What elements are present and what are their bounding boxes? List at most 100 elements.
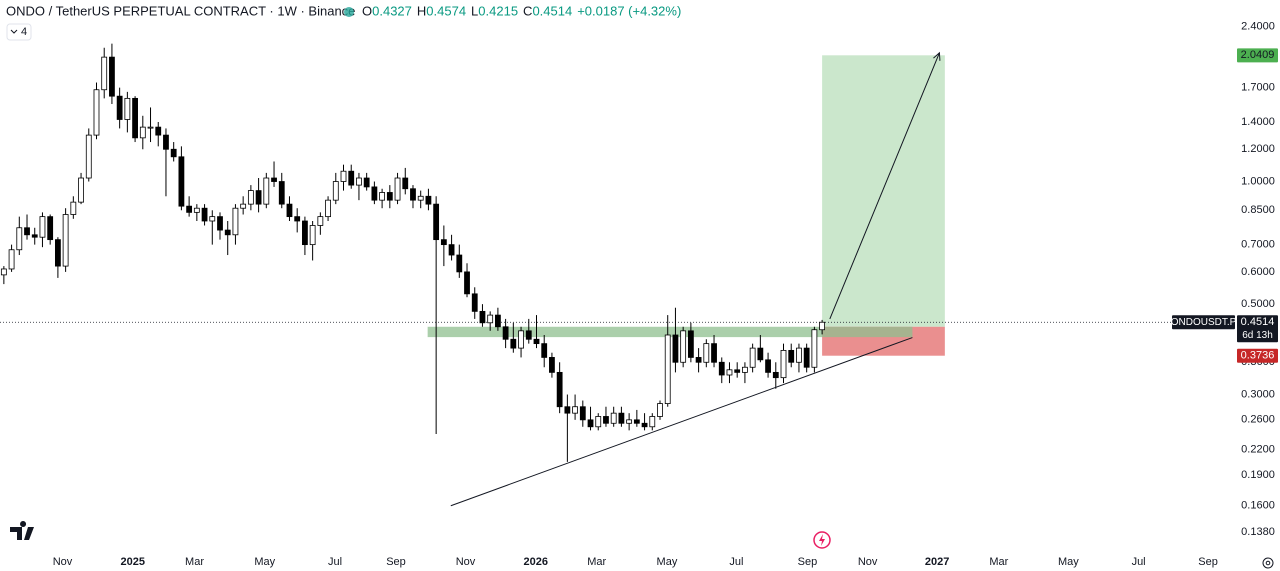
candle-body xyxy=(85,134,92,179)
ohlc-value: 0.4215 xyxy=(478,3,518,18)
x-tick-label: Nov xyxy=(456,556,476,568)
ohlc-value: 0.4574 xyxy=(426,3,466,18)
chevron-icon xyxy=(10,29,18,34)
candle-body xyxy=(193,207,200,213)
y-tick-label: 1.2000 xyxy=(1241,143,1275,155)
candle-body xyxy=(201,207,208,222)
last-price-box xyxy=(1237,315,1278,343)
y-tick-label: 0.3000 xyxy=(1241,388,1275,400)
last-price-text: 0.4514 xyxy=(1241,316,1275,328)
candle-body xyxy=(271,177,277,182)
stop-label-box xyxy=(1237,348,1278,363)
x-tick-label: Sep xyxy=(798,556,818,568)
support-zone xyxy=(427,326,913,338)
candle-body xyxy=(587,419,594,428)
candle-body xyxy=(433,203,440,241)
candle-body xyxy=(811,329,818,368)
candle-body xyxy=(765,359,771,373)
candle-body xyxy=(109,56,115,97)
candle-body xyxy=(711,343,717,363)
candle-body xyxy=(132,97,138,139)
change: +0.0187 (+4.32%) xyxy=(577,3,681,18)
x-tick-label: Mar xyxy=(989,556,1008,568)
target-label-text: 2.0409 xyxy=(1241,49,1275,61)
candle-body xyxy=(186,205,193,213)
candle-body xyxy=(255,190,262,205)
x-tick-label: Mar xyxy=(185,556,204,568)
candle-body xyxy=(471,293,478,312)
candle-body xyxy=(224,229,231,236)
candle-body xyxy=(62,214,69,267)
ohlc-key: H xyxy=(417,3,426,18)
candle-body xyxy=(116,95,123,120)
candle-body xyxy=(464,271,470,295)
x-tick-label: Sep xyxy=(1198,556,1218,568)
candle-body xyxy=(31,234,38,238)
candle-body xyxy=(402,177,409,190)
candle-body xyxy=(456,254,463,273)
logo-shape xyxy=(10,521,34,540)
candle-body xyxy=(510,338,517,349)
x-tick-label: Sep xyxy=(386,556,406,568)
candle-body xyxy=(487,314,494,324)
indicator-toggle[interactable] xyxy=(6,23,32,41)
countdown: 6d 13h xyxy=(1242,330,1273,341)
y-tick-label: 0.1600 xyxy=(1241,500,1275,512)
ohlc-value: 0.4327 xyxy=(372,3,412,18)
candle-body xyxy=(16,227,23,251)
candle-body xyxy=(286,203,293,218)
y-tick-label: 0.8500 xyxy=(1241,204,1275,216)
candle-body xyxy=(124,97,131,120)
candle-body xyxy=(139,126,146,139)
candle-body xyxy=(664,334,671,404)
candle-body xyxy=(618,412,625,424)
candle-body xyxy=(610,412,617,424)
candle-body xyxy=(641,422,648,428)
tv-logo xyxy=(10,521,34,540)
candle-body xyxy=(209,216,216,222)
trendline xyxy=(450,337,913,507)
symbol-label: ONDOUSDT.P xyxy=(1171,317,1237,328)
candle-body xyxy=(371,186,378,201)
candle-body xyxy=(263,177,270,205)
replay-icon[interactable] xyxy=(813,531,831,549)
candle-body xyxy=(603,416,609,424)
candle-body xyxy=(556,371,563,408)
candle-body xyxy=(533,338,540,345)
gear[interactable] xyxy=(1262,557,1274,569)
candle-body xyxy=(780,349,787,379)
candle-body xyxy=(726,369,733,376)
candle-body xyxy=(78,177,84,203)
candle-body xyxy=(796,347,802,363)
y-tick-label: 0.1380 xyxy=(1241,526,1275,538)
candle-body xyxy=(595,416,602,428)
y-tick-label: 0.5000 xyxy=(1241,298,1275,310)
candle-body xyxy=(502,326,509,340)
candle-body xyxy=(626,419,633,424)
candle-body xyxy=(47,216,54,241)
candle-body xyxy=(657,403,663,417)
candle-body xyxy=(687,330,694,358)
y-tick-label: 1.7000 xyxy=(1241,82,1275,94)
stop-label-text: 0.3736 xyxy=(1241,350,1275,362)
y-tick-label: 0.2600 xyxy=(1241,414,1275,426)
target-label-box xyxy=(1237,48,1278,63)
target-arrow xyxy=(829,52,940,320)
candle-body xyxy=(633,419,640,424)
candle-body xyxy=(170,148,177,158)
candle-body xyxy=(39,216,46,238)
y-tick-label: 0.2200 xyxy=(1241,443,1275,455)
candle-body xyxy=(101,56,108,91)
settings-icon[interactable] xyxy=(1262,557,1274,569)
candle-body xyxy=(8,249,15,270)
candle-body xyxy=(410,188,416,201)
candle-body xyxy=(70,201,77,215)
candle-body xyxy=(680,330,687,363)
indicator-count[interactable]: 4 xyxy=(21,26,27,38)
candle-body xyxy=(240,203,247,209)
x-tick-label: May xyxy=(1058,556,1079,568)
x-tick-label: Nov xyxy=(858,556,878,568)
candle-body xyxy=(572,406,578,414)
